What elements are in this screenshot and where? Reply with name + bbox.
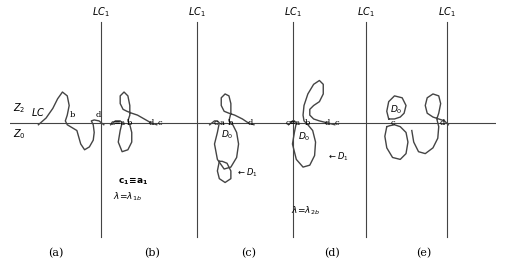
Text: b: b [127,119,132,127]
Text: d: d [324,119,329,127]
Text: d: d [95,111,100,119]
Text: $Z_2$: $Z_2$ [13,101,26,115]
Text: b: b [228,119,233,127]
Text: $LC_1$: $LC_1$ [438,5,456,19]
Text: $LC_1$: $LC_1$ [284,5,302,19]
Text: $D_0$: $D_0$ [297,130,310,143]
Text: a: a [219,119,224,127]
Text: $\lambda\!=\!\lambda_{1b}$: $\lambda\!=\!\lambda_{1b}$ [113,190,142,203]
Text: d: d [247,119,252,127]
Text: c: c [214,119,218,127]
Text: (c): (c) [240,247,255,258]
Text: b: b [305,119,310,127]
Text: (e): (e) [415,247,430,258]
Text: (a): (a) [48,247,63,258]
Text: d: d [439,119,444,127]
Text: $D_0$: $D_0$ [220,128,233,141]
Text: c: c [158,119,162,127]
Text: c: c [389,119,394,127]
Text: $Z_0$: $Z_0$ [13,128,26,141]
Text: c: c [334,119,339,127]
Text: $\mathbf{c_1\!\equiv\!a_1}$: $\mathbf{c_1\!\equiv\!a_1}$ [118,176,148,187]
Text: $D_0$: $D_0$ [389,103,402,116]
Text: $LC_1$: $LC_1$ [92,5,110,19]
Text: c≡a: c≡a [111,119,126,127]
Text: b: b [69,111,75,119]
Text: $LC$: $LC$ [31,106,45,118]
Text: $LC_1$: $LC_1$ [356,5,374,19]
Text: c≡a: c≡a [285,119,300,127]
Text: $\leftarrow D_1$: $\leftarrow D_1$ [326,150,348,163]
Text: $\leftarrow D_1$: $\leftarrow D_1$ [235,167,257,179]
Text: $\lambda\!=\!\lambda_{2b}$: $\lambda\!=\!\lambda_{2b}$ [291,205,320,217]
Text: d: d [148,119,154,127]
Text: (d): (d) [323,247,339,258]
Text: (b): (b) [144,247,160,258]
Text: $LC_1$: $LC_1$ [188,5,206,19]
